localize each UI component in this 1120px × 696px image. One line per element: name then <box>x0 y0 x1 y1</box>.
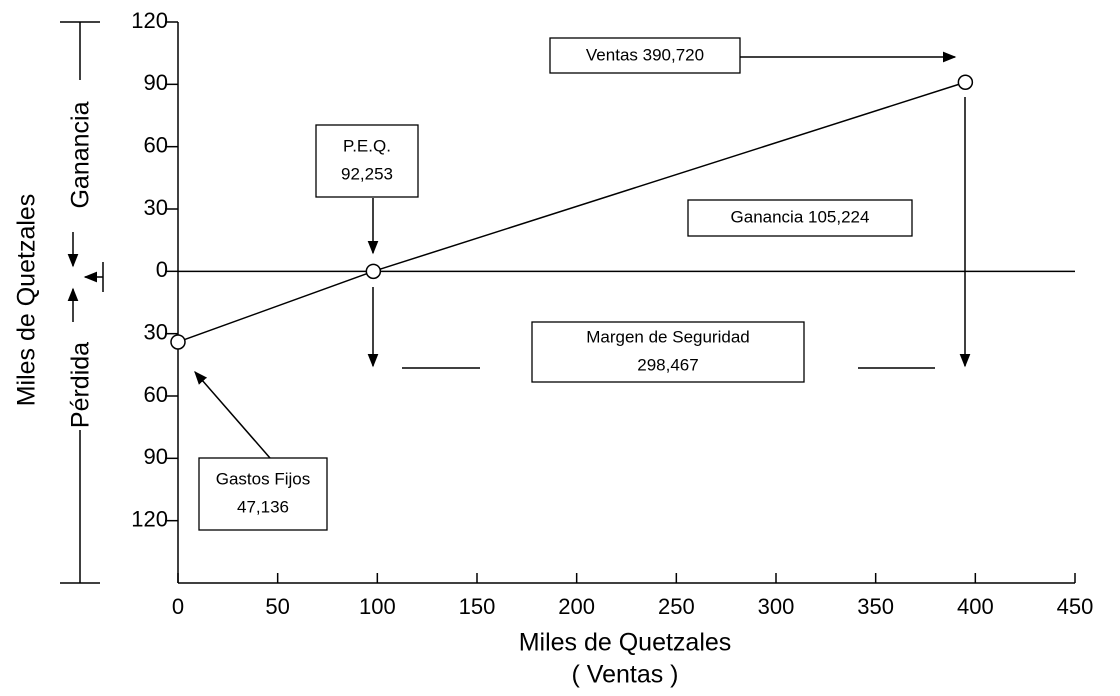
x-tick-label: 450 <box>1057 594 1094 619</box>
annotation: 47,136 <box>237 497 289 516</box>
y-axis-label: Miles de Quetzales <box>13 194 41 407</box>
y-tick-label: 90 <box>144 70 168 95</box>
x-tick-label: 150 <box>459 594 496 619</box>
point <box>957 74 974 91</box>
y-tick-label: 0 <box>156 257 168 282</box>
x-tick-label: 100 <box>359 594 396 619</box>
x-tick-label: 350 <box>857 594 894 619</box>
y-tick-label: 30 <box>144 195 168 220</box>
annotation: 298,467 <box>637 355 698 374</box>
x-axis-label: Miles de Quetzales <box>519 629 732 657</box>
x-tick-label: 300 <box>758 594 795 619</box>
point <box>170 334 186 350</box>
annotation: Gastos Fijos <box>216 469 310 488</box>
point <box>365 263 382 280</box>
y-tick-label: 120 <box>131 8 168 33</box>
y-tick-label: 90 <box>144 444 168 469</box>
decorations <box>60 21 971 584</box>
y-lower-label: Pérdida <box>67 342 95 428</box>
x-axis-label: ( Ventas ) <box>572 661 679 689</box>
annotation: P.E.Q. <box>343 136 391 155</box>
y-tick-label: 30 <box>144 319 168 344</box>
x-tick-label: 400 <box>957 594 994 619</box>
annotation: Margen de Seguridad <box>586 327 750 346</box>
x-tick-label: 0 <box>172 594 184 619</box>
y-tick-label: 60 <box>144 382 168 407</box>
y-upper-label: Ganancia <box>67 101 95 208</box>
annotation: Ganancia 105,224 <box>731 207 870 226</box>
x-tick-label: 200 <box>558 594 595 619</box>
annotation: Ventas 390,720 <box>586 45 704 64</box>
x-tick-label: 250 <box>658 594 695 619</box>
x-tick-label: 50 <box>265 594 289 619</box>
annotation: 92,253 <box>341 164 393 183</box>
y-tick-label: 120 <box>131 506 168 531</box>
y-tick-label: 60 <box>144 132 168 157</box>
